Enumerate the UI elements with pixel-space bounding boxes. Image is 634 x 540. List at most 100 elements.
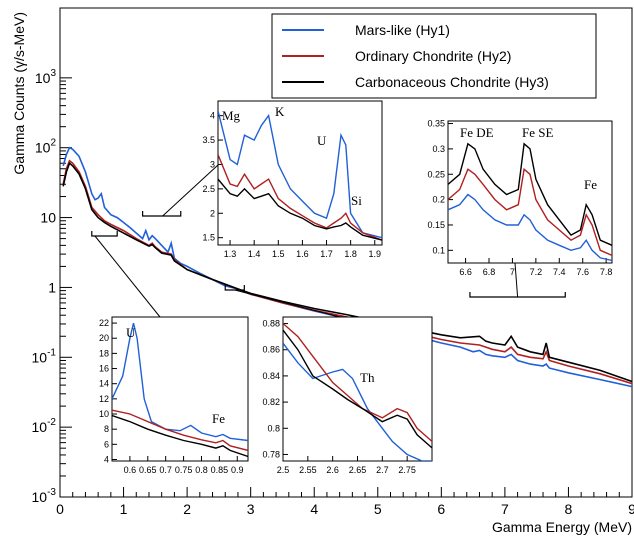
inset-y-tick-label: 4	[104, 454, 109, 464]
inset-annotation: K	[275, 104, 285, 119]
inset-y-tick-label: 6	[104, 439, 109, 449]
inset-y-tick-label: 0.25	[427, 169, 445, 179]
inset-y-tick-label: 0.1	[432, 245, 445, 255]
inset-y-tick-label: 3.5	[202, 135, 215, 145]
main-series-line-2	[62, 161, 633, 383]
inset-x-tick-label: 1.4	[248, 249, 261, 259]
inset-y-tick-label: 0.35	[427, 119, 445, 129]
main-frame	[59, 7, 633, 498]
inset-annotation: Th	[360, 370, 375, 385]
inset-x-tick-label: 2.7	[376, 465, 389, 475]
x-tick-label: 8	[565, 501, 573, 517]
inset-annotation: Fe SE	[522, 125, 553, 140]
inset-u: 0.6 0.65 0.7 0.75 0.8 0.85 0.9 4 6 8 10 12 14 16 18 20 2…	[99, 316, 249, 475]
inset-x-tick-label: 6.8	[483, 267, 496, 277]
legend-label-carbonaceous: Carbonaceous Chondrite (Hy3)	[355, 74, 549, 90]
inset-series-line-2	[448, 193, 612, 262]
inset-x-tick-label: 7	[510, 267, 515, 277]
inset-x-tick-label: 2.75	[398, 465, 416, 475]
inset-x-tick-label: 1.3	[224, 249, 237, 259]
y-tick-label: 10-3	[32, 487, 57, 505]
inset-y-tick-label: 0.82	[262, 397, 280, 407]
legend-label-ordinary: Ordinary Chondrite (Hy2)	[355, 48, 511, 64]
inset-x-tick-label: 7.6	[576, 267, 589, 277]
inset-x-tick-label: 7.8	[600, 267, 613, 277]
inset-x-tick-label: 1.7	[320, 249, 333, 259]
inset-annotation: U	[126, 325, 136, 340]
inset-x-tick-label: 2.5	[277, 465, 290, 475]
inset-annotation: Fe DE	[460, 125, 494, 140]
inset-y-tick-label: 16	[99, 364, 109, 374]
x-axis-title: Gamma Energy (MeV)	[492, 519, 632, 535]
inset-x-tick-label: 0.7	[159, 465, 172, 475]
inset-x-tick-label: 7.4	[553, 267, 566, 277]
inset-x-tick-label: 0.85	[211, 465, 229, 475]
inset-y-tick-label: 0.88	[262, 319, 280, 329]
inset-y-tick-label: 2.5	[202, 184, 215, 194]
x-tick-label: 4	[310, 501, 318, 517]
inset-mg-k: 1.3 1.4 1.5 1.6 1.7 1.8 1.9 1.5 2 2.5 3 3.5 4 Mg K U Si	[202, 100, 383, 259]
inset-annotation: Fe	[584, 177, 597, 192]
inset-frame	[111, 316, 249, 462]
inset-y-tick-label: 18	[99, 348, 109, 358]
inset-annotation: Si	[351, 193, 362, 208]
inset-series-line-0	[218, 110, 382, 239]
zoom-bracket	[142, 211, 182, 217]
inset-y-tick-label: 20	[99, 333, 109, 343]
legend: Mars-like (Hy1) Ordinary Chondrite (Hy2)…	[271, 13, 597, 99]
inset-y-tick-label: 0.86	[262, 345, 280, 355]
zoom-bracket	[91, 231, 118, 237]
inset-series-line-1	[218, 154, 382, 241]
inset-annotation: Mg	[222, 108, 241, 123]
legend-label-mars: Mars-like (Hy1)	[355, 22, 450, 38]
inset-y-tick-label: 2	[210, 208, 215, 218]
inset-x-tick-label: 0.65	[139, 465, 157, 475]
inset-x-tick-label: 1.8	[344, 249, 357, 259]
y-tick-label: 1	[48, 279, 56, 295]
inset-fe: 6.6 6.8 7 7.2 7.4 7.6 7.8 0.1 0.15 0.2 0.25 0.3 0.35…	[427, 119, 613, 277]
inset-x-tick-label: 1.5	[272, 249, 285, 259]
inset-x-tick-label: 0.9	[231, 465, 244, 475]
inset-y-tick-label: 8	[104, 424, 109, 434]
inset-series-line-2	[283, 329, 432, 449]
y-tick-label: 10	[40, 210, 56, 226]
connector-line	[162, 164, 219, 217]
inset-x-tick-label: 2.6	[326, 465, 339, 475]
inset-connectors	[91, 164, 566, 318]
inset-y-tick-label: 0.78	[262, 449, 280, 459]
inset-annotation: Fe	[212, 411, 225, 426]
x-tick-label: 2	[183, 501, 191, 517]
y-tick-label: 10-1	[32, 347, 57, 365]
inset-series-line-1	[448, 167, 612, 257]
main-series-line-0	[62, 146, 633, 388]
inset-series-line-2	[112, 414, 248, 458]
y-tick-label: 102	[35, 138, 57, 156]
inset-x-tick-label: 1.9	[369, 249, 382, 259]
inset-annotation: U	[317, 133, 327, 148]
x-tick-label: 9	[628, 501, 634, 517]
inset-y-tick-label: 22	[99, 318, 109, 328]
inset-series-line-0	[283, 342, 432, 461]
inset-y-tick-label: 12	[99, 394, 109, 404]
inset-frame	[447, 120, 613, 264]
inset-x-tick-label: 6.6	[459, 267, 472, 277]
inset-y-tick-label: 0.2	[432, 195, 445, 205]
connector-line	[94, 235, 161, 318]
inset-y-tick-label: 3	[210, 159, 215, 169]
inset-x-tick-label: 2.55	[299, 465, 317, 475]
x-tick-label: 1	[120, 501, 128, 517]
x-tick-label: 0	[56, 501, 64, 517]
y-axis-title: Gamma Counts (γ/s-MeV)	[11, 12, 27, 175]
inset-series-line-1	[112, 409, 248, 452]
inset-series-line-0	[448, 142, 612, 246]
y-tick-label: 10-2	[32, 417, 57, 435]
inset-y-tick-label: 14	[99, 379, 109, 389]
inset-y-tick-label: 4	[210, 111, 215, 121]
x-tick-label: 6	[437, 501, 445, 517]
inset-y-tick-label: 0.8	[267, 423, 280, 433]
inset-x-tick-label: 0.8	[195, 465, 208, 475]
inset-y-tick-label: 1.5	[202, 233, 215, 243]
zoom-bracket	[224, 285, 245, 291]
